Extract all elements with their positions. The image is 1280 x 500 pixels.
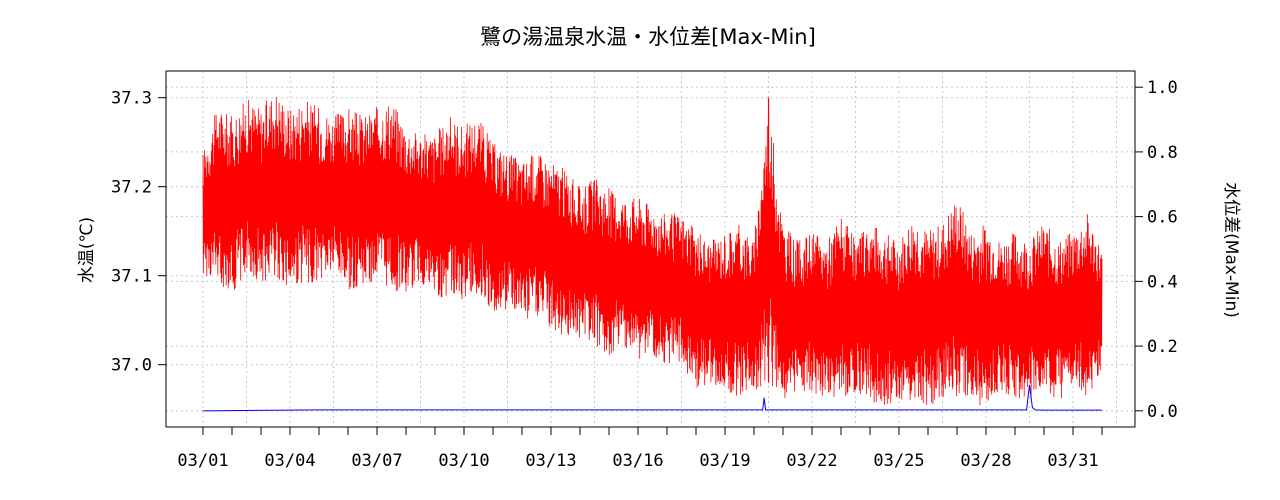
- x-tick-label: 03/28: [960, 451, 1011, 471]
- x-tick-label: 03/16: [612, 451, 663, 471]
- y-right-tick-label: 0.2: [1147, 337, 1178, 357]
- axes-layer: 03/01 03/04 03/07 03/10 03/13 03/16 03/19 03/22…: [111, 78, 1178, 471]
- x-tick-label: 03/25: [873, 451, 924, 471]
- y-left-label: 水温(℃): [77, 217, 97, 283]
- y-right-label: 水位差(Max-Min): [1221, 182, 1241, 318]
- x-tick-label: 03/10: [438, 451, 489, 471]
- temperature-line: [202, 97, 1103, 406]
- y-left-tick-label: 37.1: [111, 267, 152, 287]
- x-tick-label: 03/19: [699, 451, 750, 471]
- water-level-line: [202, 384, 1102, 412]
- water-level-series: [202, 384, 1102, 412]
- y-right-tick-label: 0.4: [1147, 272, 1178, 292]
- y-left-tick-label: 37.3: [111, 89, 152, 109]
- x-tick-label: 03/22: [786, 451, 837, 471]
- chart-title: 鷺の湯温泉水温・水位差[Max-Min]: [480, 25, 816, 49]
- x-tick-label: 03/07: [351, 451, 402, 471]
- y-right-tick-label: 0.6: [1147, 208, 1178, 228]
- x-tick-label: 03/04: [264, 451, 315, 471]
- y-right-tick-label: 0.8: [1147, 143, 1178, 163]
- plot-frame: [165, 70, 1136, 428]
- x-tick-label: 03/31: [1047, 451, 1098, 471]
- y-left-tick-label: 37.2: [111, 178, 152, 198]
- temperature-series: [202, 97, 1103, 406]
- y-right-tick-label: 1.0: [1147, 78, 1178, 98]
- y-right-tick-label: 0.0: [1147, 402, 1178, 422]
- x-tick-label: 03/13: [525, 451, 576, 471]
- y-left-tick-label: 37.0: [111, 356, 152, 376]
- x-tick-label: 03/01: [177, 451, 228, 471]
